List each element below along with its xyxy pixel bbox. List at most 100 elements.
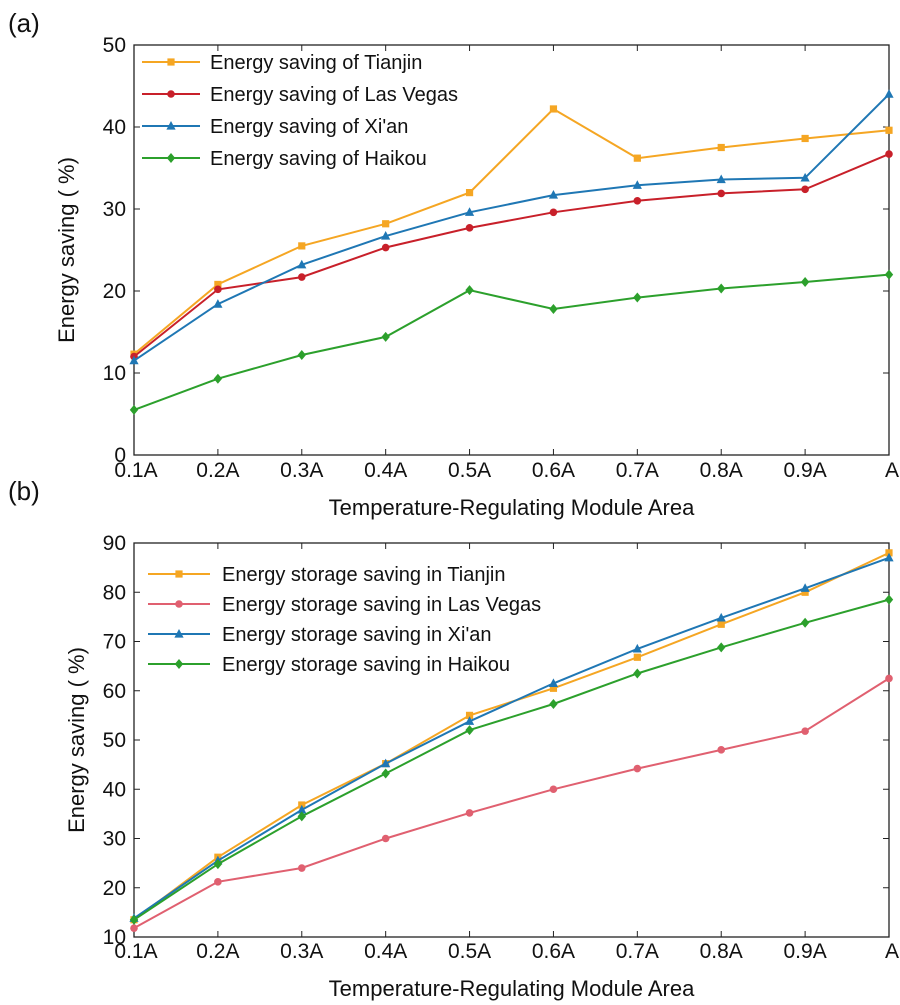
legend-marker [175, 570, 183, 578]
series-line [133, 153, 890, 358]
x-tick-label: A [885, 940, 899, 963]
y-tick-label: 30 [103, 198, 126, 221]
x-tick-label: 0.7A [616, 940, 659, 963]
data-point [801, 588, 809, 596]
y-tick-label: 0 [114, 444, 126, 467]
series-line [133, 556, 890, 920]
data-point [800, 583, 810, 592]
data-point [717, 620, 725, 628]
data-point [717, 189, 726, 198]
data-point [633, 197, 642, 205]
data-point [884, 594, 894, 605]
data-point [297, 811, 306, 822]
data-point [885, 150, 893, 158]
data-point [381, 243, 390, 252]
y-axis-title: Energy saving ( %) [64, 647, 89, 833]
x-tick-label: 0.1A [114, 940, 157, 963]
legend-label: Energy saving of Haikou [210, 148, 427, 170]
data-point [297, 804, 307, 814]
data-point [549, 785, 558, 794]
x-tick-label: 0.7A [616, 459, 659, 482]
series-line [133, 677, 890, 929]
data-point [381, 834, 390, 843]
data-point [885, 674, 893, 683]
data-point [297, 864, 306, 872]
data-point [633, 668, 642, 679]
x-tick-label: 0.9A [784, 459, 827, 482]
data-point [632, 180, 642, 189]
data-point [884, 89, 894, 98]
data-point [297, 259, 307, 269]
legend-label: Energy saving of Xi'an [210, 116, 408, 138]
data-point [549, 208, 558, 217]
data-point [381, 331, 390, 342]
panel-a: (a) 0.1A 0.2A 0.3A 0.4A 0.5A 0.6A 0.7A 0.8A 0.9A A… [8, 8, 899, 520]
legend-label: Energy storage saving in Tianjin [222, 564, 506, 586]
y-tick-label: 80 [103, 581, 126, 604]
data-point [213, 859, 223, 870]
data-point [381, 758, 391, 768]
data-point [633, 292, 642, 303]
legend-label: Energy saving of Tianjin [210, 52, 422, 74]
y-tick-label: 10 [103, 926, 126, 949]
data-point [381, 768, 390, 779]
data-point [464, 716, 475, 725]
data-point [549, 304, 558, 315]
data-point [214, 280, 222, 289]
data-point [800, 172, 810, 182]
x-tick-label: 0.5A [448, 940, 491, 963]
data-point [801, 185, 809, 194]
data-point [465, 285, 474, 296]
series-2 [130, 150, 893, 361]
x-tick-label: 0.3A [280, 940, 323, 963]
panel-label: (a) [8, 8, 40, 38]
data-point [465, 189, 474, 197]
panel-b: (b) 0.1A 0.2A 0.3A 0.4A 0.5A 0.6A 0.7A 0.8A 0.9A A… [8, 476, 899, 1001]
y-tick-label: 40 [103, 778, 126, 801]
legend: Energy storage saving in Tianjin Energy s… [148, 564, 541, 676]
legend-marker [166, 121, 176, 130]
data-point [214, 878, 222, 886]
data-point [716, 174, 726, 184]
data-point [549, 684, 558, 692]
legend-label: Energy saving of Las Vegas [210, 84, 458, 106]
legend: Energy saving of Tianjin Energy saving of… [142, 52, 458, 170]
data-point [801, 727, 809, 735]
data-point [382, 220, 390, 228]
x-tick-label: 0.8A [700, 459, 743, 482]
x-tick-label: 0.4A [364, 459, 407, 482]
y-tick-label: 20 [103, 877, 126, 900]
data-point [129, 404, 139, 415]
x-tick-label: 0.9A [784, 940, 827, 963]
x-tick-label: 0.5A [448, 459, 491, 482]
series-line [133, 107, 890, 355]
x-tick-label: 0.8A [700, 940, 743, 963]
x-tick-label: 0.4A [364, 940, 407, 963]
legend-marker [166, 153, 176, 163]
series-4 [129, 269, 894, 415]
legend-marker [174, 659, 184, 669]
data-point [633, 764, 642, 773]
y-tick-label: 50 [103, 729, 126, 752]
data-point [717, 283, 726, 294]
data-point [633, 653, 641, 661]
series-line [133, 598, 890, 921]
data-point [464, 207, 475, 216]
y-tick-label: 50 [103, 34, 126, 57]
data-point [129, 355, 139, 365]
x-tick-label: 0.6A [532, 940, 575, 963]
x-tick-label: A [885, 459, 899, 482]
data-point [884, 552, 894, 562]
x-axis-title: Temperature-Regulating Module Area [329, 495, 695, 520]
y-tick-label: 70 [103, 631, 126, 654]
data-point [129, 914, 139, 925]
y-tick-label: 60 [103, 680, 126, 703]
x-tick-label: 0.1A [114, 459, 157, 482]
data-point [633, 154, 641, 162]
series-4 [129, 594, 894, 925]
data-point [801, 134, 809, 143]
data-point [297, 273, 306, 281]
legend-label: Energy storage saving in Xi'an [222, 624, 492, 646]
data-point [884, 269, 894, 280]
